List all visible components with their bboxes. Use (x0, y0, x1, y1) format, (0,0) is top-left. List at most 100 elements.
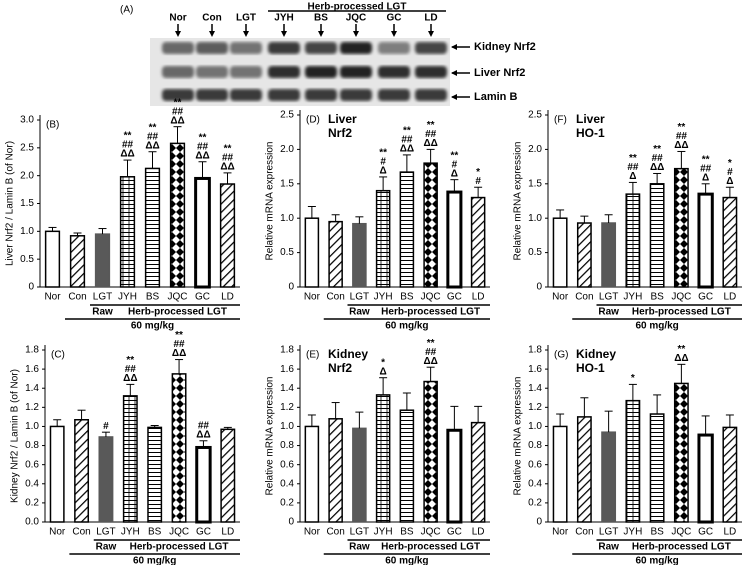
panel-label: (A) (120, 5, 133, 16)
group-label: Herb-processed LGT (308, 2, 407, 13)
significance-mark: ## (172, 106, 184, 117)
bar (304, 217, 320, 288)
y-tick-label: 1.8 (528, 345, 542, 356)
significance-mark: ## (425, 129, 437, 140)
y-tick-label: 0.4 (528, 478, 542, 489)
bar (328, 418, 343, 523)
y-tick-label: 0 (28, 282, 34, 293)
x-tick-label: JYH (374, 527, 393, 538)
panel-label: (D) (306, 115, 320, 126)
band (340, 42, 372, 54)
y-tick-label: 0 (288, 282, 294, 293)
band (340, 66, 372, 78)
row-label: Liver Nrf2 (474, 67, 525, 79)
band (415, 42, 447, 54)
bar (74, 419, 90, 523)
bar (171, 373, 187, 523)
y-tick-label: 1.8 (280, 345, 294, 356)
x-tick-label: JYH (121, 527, 140, 538)
chart-title: Kidney (576, 347, 616, 361)
significance-mark: ## (198, 420, 210, 431)
significance-mark: ** (450, 150, 458, 161)
significance-mark: ** (653, 144, 661, 155)
bar (625, 193, 641, 288)
bar (122, 395, 138, 523)
band (378, 89, 410, 101)
significance-mark: ** (199, 132, 207, 143)
row-label: Kidney Nrf2 (474, 41, 536, 53)
x-tick-label: JQC (169, 527, 189, 538)
y-tick-label: 0.8 (528, 440, 542, 451)
significance-mark: * (631, 373, 635, 384)
x-tick-label: BS (650, 292, 664, 303)
band (162, 89, 194, 101)
significance-mark: ** (702, 154, 710, 165)
y-tick-label: 0.5 (20, 254, 34, 265)
bar (697, 433, 714, 524)
x-tick-label: BS (650, 527, 664, 538)
significance-mark: ** (427, 120, 435, 131)
significance-mark: ΔΔ (674, 353, 688, 364)
lane-label: Nor (169, 13, 186, 24)
lane-label: BS (314, 13, 328, 24)
y-axis-label: Relative mRNA expression (513, 142, 524, 261)
x-tick-label: Con (72, 527, 90, 538)
x-tick-label: JQC (671, 292, 691, 303)
group-label: 60 mg/kg (635, 321, 678, 332)
y-tick-label: 0.8 (25, 440, 39, 451)
y-tick-label: 0.4 (25, 478, 39, 489)
significance-mark: ** (629, 153, 637, 164)
bar (673, 167, 689, 288)
bar (44, 230, 61, 288)
significance-mark: ## (222, 153, 234, 164)
band (268, 66, 300, 78)
x-tick-label: JYH (623, 527, 642, 538)
significance-mark: ΔΔ (650, 162, 664, 173)
significance-mark: # (452, 159, 458, 170)
bar (195, 445, 212, 524)
bar (119, 176, 136, 288)
band (268, 42, 300, 54)
bar (169, 142, 186, 288)
significance-mark: ## (147, 131, 159, 142)
significance-mark: ΔΔ (170, 115, 184, 126)
arrow-head (175, 31, 181, 37)
x-tick-label: Nor (44, 292, 61, 303)
significance-mark: Δ (726, 176, 733, 187)
bar (576, 222, 592, 288)
y-axis-label: Relative mRNA expression (265, 142, 276, 261)
group-label: Herb-processed LGT (632, 307, 731, 318)
band (196, 66, 228, 78)
x-tick-label: BS (148, 527, 162, 538)
significance-mark: # (475, 176, 481, 187)
band (230, 42, 262, 54)
band (378, 42, 410, 54)
significance-mark: Δ (702, 172, 709, 183)
bar (144, 167, 161, 288)
band (162, 42, 194, 54)
significance-mark: ** (149, 122, 157, 133)
y-axis-label: Liver Nrf2 / Lamin B (of Nor) (5, 141, 16, 266)
y-tick-label: 1.2 (528, 402, 542, 413)
significance-mark: ** (124, 131, 132, 142)
arrow-head (451, 44, 457, 50)
chart-title: HO-1 (576, 361, 605, 375)
y-axis-label: Relative mRNA expression (265, 377, 276, 496)
y-axis-label: Kidney Nrf2 / Lamin B (of Nor) (10, 369, 21, 503)
band (268, 89, 300, 101)
bar (399, 171, 415, 288)
group-label: Raw (96, 542, 117, 553)
y-axis-label: Relative mRNA expression (513, 377, 524, 496)
significance-mark: ΔΔ (172, 348, 186, 359)
arrow-head (209, 31, 215, 37)
bar (470, 421, 486, 523)
y-tick-label: 1.4 (528, 383, 542, 394)
y-tick-label: 0 (536, 282, 542, 293)
x-tick-label: JYH (374, 292, 393, 303)
bar (470, 196, 486, 288)
bar (649, 413, 665, 523)
bar (625, 399, 641, 523)
bar (446, 428, 463, 524)
band (340, 89, 372, 101)
